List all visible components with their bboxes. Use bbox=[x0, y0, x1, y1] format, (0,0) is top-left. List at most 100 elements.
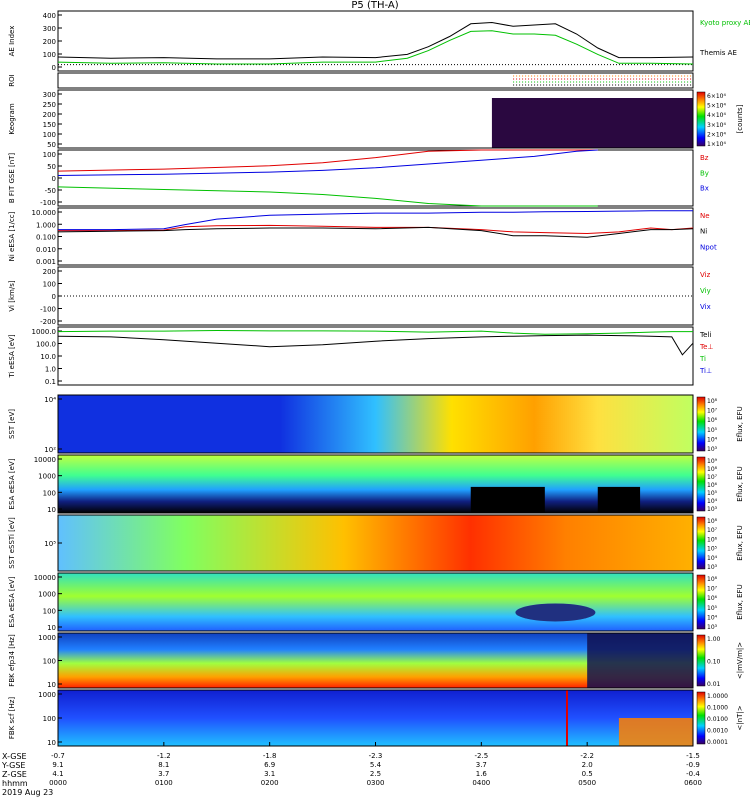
vi-ytick-3: -100 bbox=[40, 306, 56, 314]
sst_i-spectrogram bbox=[58, 515, 693, 571]
fbk_b-spike bbox=[566, 690, 568, 746]
xtick-z-4: 1.6 bbox=[476, 770, 488, 778]
keogram-ylabel: Keogram bbox=[8, 103, 16, 134]
bfit-ytick-2: 0 bbox=[52, 175, 56, 183]
ni-legend-2: Npot bbox=[700, 243, 717, 251]
keogram-image bbox=[491, 98, 693, 148]
fbk_b-ytick-0: 1000 bbox=[38, 691, 56, 699]
vi-ylabel: Vi [km/s] bbox=[8, 280, 16, 311]
ni-legend-0: Ne bbox=[700, 212, 710, 220]
keogram-ytick-0: 300 bbox=[43, 91, 56, 99]
keogram-cbtick-1: 5×10⁴ bbox=[707, 103, 726, 110]
ni-ytick-0: 10.000 bbox=[32, 209, 57, 217]
sst_e-ytick-0: 10⁴ bbox=[44, 396, 56, 404]
fbk_b-cbtick-2: 0.0100 bbox=[707, 716, 728, 723]
xtick-hhmm-6: 0600 bbox=[684, 779, 702, 787]
keogram-cbtick-2: 4×10⁴ bbox=[707, 112, 726, 119]
sst_e-cbtick-0: 10⁸ bbox=[707, 398, 718, 405]
vi-ytick-0: 200 bbox=[43, 268, 56, 276]
fbk_b-ylabel: FBK scf [Hz] bbox=[8, 697, 16, 739]
fbk_e-cbtick-2: 0.01 bbox=[707, 681, 721, 688]
xtick-x-5: -2.2 bbox=[580, 752, 594, 760]
esa_e-ytick-0: 10000 bbox=[34, 456, 56, 464]
esa_e-gap-2 bbox=[597, 486, 641, 513]
xtick-y-4: 3.7 bbox=[476, 761, 487, 769]
sst_i-cbtick-1: 10⁷ bbox=[707, 527, 718, 534]
fbk_e-ytick-0: 1000 bbox=[38, 634, 56, 642]
footer-z-label: Z-GSE bbox=[2, 770, 27, 779]
fbk_b-feature bbox=[618, 718, 693, 746]
esa_e-ytick-1: 1000 bbox=[38, 473, 56, 481]
sst_e-frame bbox=[57, 394, 694, 454]
fbk_b-ytick-2: 10 bbox=[47, 739, 56, 747]
xtick-hhmm-1: 0100 bbox=[155, 779, 173, 787]
ae-legend-1: Themis AE bbox=[699, 49, 737, 57]
t-series-2 bbox=[57, 329, 693, 335]
t-ytick-2: 10.0 bbox=[40, 353, 56, 361]
esa_i-colorbar bbox=[696, 574, 706, 630]
ae-series-0 bbox=[57, 21, 694, 60]
keogram-cbtick-0: 6×10⁴ bbox=[707, 93, 726, 100]
xtick-hhmm-3: 0300 bbox=[367, 779, 385, 787]
esa_e-ylabel: ESA eESA [eV] bbox=[8, 458, 16, 509]
footer-date-label: 2019 Aug 23 bbox=[2, 788, 54, 797]
esa_i-ytick-1: 1000 bbox=[38, 591, 56, 599]
xtick-x-3: -2.3 bbox=[369, 752, 383, 760]
ni-ytick-3: 0.010 bbox=[36, 246, 56, 254]
t-ytick-3: 1.0 bbox=[45, 366, 56, 374]
ae-legend-0: Kyoto proxy AE bbox=[700, 19, 750, 27]
fbk_b-ytick-1: 100 bbox=[43, 715, 56, 723]
sst_i-cbtick-0: 10⁸ bbox=[707, 518, 718, 525]
fbk_e-colorbar bbox=[696, 634, 706, 687]
esa_i-feature bbox=[515, 603, 596, 622]
sst_i-cblabel: Eflux, EFU bbox=[736, 525, 744, 560]
xtick-y-1: 8.1 bbox=[158, 761, 169, 769]
footer-hhmm-label: hhmm bbox=[2, 779, 28, 788]
fbk_e-ytick-1: 100 bbox=[43, 658, 56, 666]
xtick-x-6: -1.5 bbox=[686, 752, 700, 760]
bfit-ytick-3: -50 bbox=[45, 187, 56, 195]
keogram-cbtick-5: 1×10⁴ bbox=[707, 141, 726, 148]
xtick-hhmm-4: 0400 bbox=[472, 779, 490, 787]
ae-ylabel: AE Index bbox=[8, 26, 16, 57]
keogram-cbtick-4: 2×10⁴ bbox=[707, 131, 726, 138]
xtick-hhmm-5: 0500 bbox=[578, 779, 596, 787]
sst_e-spectrogram bbox=[58, 395, 693, 453]
bfit-series-2 bbox=[57, 149, 598, 176]
xtick-x-0: -0.7 bbox=[51, 752, 65, 760]
fbk_e-cbtick-1: 0.10 bbox=[707, 659, 721, 666]
ni-series-2 bbox=[58, 210, 693, 231]
t-ytick-1: 100.0 bbox=[36, 341, 56, 349]
esa_e-cbtick-1: 10⁸ bbox=[707, 466, 718, 473]
esa_i-cbtick-2: 10⁶ bbox=[707, 595, 718, 602]
bfit-ytick-1: 50 bbox=[47, 163, 56, 171]
esa_i-spectrogram bbox=[58, 573, 693, 631]
keogram-ytick-2: 200 bbox=[43, 111, 56, 119]
sst_e-cbtick-5: 10³ bbox=[707, 446, 718, 453]
vi-legend-2: Vix bbox=[700, 303, 711, 311]
esa_e-ytick-2: 100 bbox=[43, 489, 56, 497]
esa_i-cbtick-1: 10⁷ bbox=[707, 586, 718, 593]
esa_e-cbtick-4: 10⁵ bbox=[707, 490, 718, 497]
xtick-x-1: -1.2 bbox=[157, 752, 171, 760]
esa_i-cblabel: Eflux, EFU bbox=[736, 584, 744, 619]
sst_e-cbtick-4: 10⁴ bbox=[707, 436, 718, 443]
ni-legend-1: Ni bbox=[700, 228, 707, 236]
t-legend-0: Teli bbox=[699, 331, 711, 339]
sst_i-colorbar bbox=[696, 516, 706, 570]
ni-ytick-2: 0.100 bbox=[36, 234, 56, 242]
keogram-cbtick-3: 3×10⁴ bbox=[707, 122, 726, 129]
xtick-y-5: 2.0 bbox=[582, 761, 593, 769]
vi-ytick-1: 100 bbox=[43, 281, 56, 289]
xtick-y-3: 5.4 bbox=[370, 761, 382, 769]
fbk_b-cblabel: <|nT|> bbox=[736, 705, 744, 730]
esa_i-cbtick-5: 10³ bbox=[707, 624, 718, 631]
esa_e-cbtick-0: 10⁹ bbox=[707, 458, 718, 465]
bfit-series-1 bbox=[57, 186, 598, 207]
fbk_e-cblabel: <|mV/m|> bbox=[736, 642, 744, 679]
sst_e-ylabel: SST [eV] bbox=[8, 409, 16, 439]
esa_i-ytick-0: 10000 bbox=[34, 574, 56, 582]
fbk_e-ytick-2: 10 bbox=[47, 681, 56, 689]
esa_e-cbtick-6: 10³ bbox=[707, 506, 718, 513]
